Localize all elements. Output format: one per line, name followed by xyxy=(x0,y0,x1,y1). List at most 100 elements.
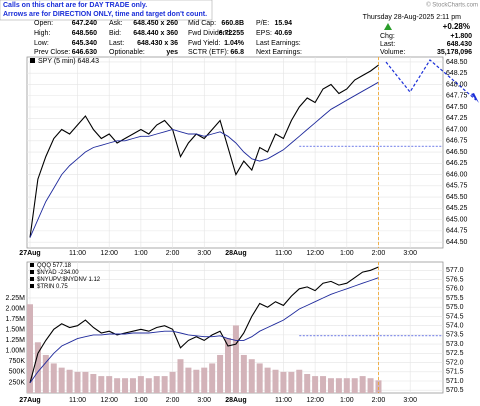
legend: $NYAD -234.00 xyxy=(37,270,79,276)
field-label: Last: xyxy=(109,40,124,47)
field-label: Open: xyxy=(34,20,53,27)
x-tick-label: 27Aug xyxy=(19,397,40,404)
y2-tick-label: 1.25M xyxy=(6,337,26,344)
y-tick-label: 646.25 xyxy=(446,160,468,167)
y-tick-label: 575.0 xyxy=(446,304,464,311)
volume-bar xyxy=(225,338,231,393)
x-tick-label: 28Aug xyxy=(225,397,246,404)
field-value: 660.8B xyxy=(221,20,244,27)
field-value: 645.340 xyxy=(72,40,97,47)
x-tick-label: 2:00 xyxy=(166,250,180,257)
volume-bar xyxy=(375,380,382,393)
volume-bar xyxy=(359,376,366,393)
x-tick-label: 2:00 xyxy=(372,250,386,257)
y-tick-label: 572.5 xyxy=(446,350,464,357)
y-tick-label: 571.5 xyxy=(446,369,464,376)
volume-bar xyxy=(209,363,216,393)
stat-label: Volume: xyxy=(380,49,405,56)
notice-line: Arrows are for DIRECTION ONLY, time and … xyxy=(3,11,207,18)
y2-tick-label: 500K xyxy=(9,369,26,376)
volume-bar xyxy=(367,378,374,393)
volume-bar xyxy=(58,367,65,393)
legend-swatch xyxy=(30,270,34,274)
field-label: Prev Close: xyxy=(34,49,70,56)
x-tick-label: 12:00 xyxy=(100,397,118,404)
field-value: 648.430 x 36 xyxy=(137,40,178,47)
x-tick-label: 11:00 xyxy=(69,397,86,404)
field-value: 648.450 x 260 xyxy=(133,20,178,27)
projection-arrow xyxy=(385,59,477,101)
field-value: 648.440 x 360 xyxy=(133,30,178,37)
legend-swatch xyxy=(30,284,34,288)
x-tick-label: 12:00 xyxy=(306,250,324,257)
x-tick-label: 11:00 xyxy=(275,250,292,257)
y-tick-label: 574.5 xyxy=(446,313,464,320)
field-label: Fwd Yield: xyxy=(188,40,220,47)
price-line xyxy=(29,266,379,384)
x-tick-label: 12:00 xyxy=(100,250,118,257)
y2-tick-label: 750K xyxy=(9,358,26,365)
y-tick-label: 647.50 xyxy=(446,104,468,111)
moving-average xyxy=(29,277,379,384)
field-label: Next Earnings: xyxy=(256,49,302,56)
stat-label: Chg: xyxy=(380,33,395,40)
volume-bar xyxy=(320,376,327,393)
y-tick-label: 576.5 xyxy=(446,276,464,283)
stat-value: +1.800 xyxy=(450,33,472,40)
volume-bar xyxy=(280,371,287,393)
volume-bar xyxy=(177,359,184,393)
y-tick-label: 571.0 xyxy=(446,378,464,385)
volume-bar xyxy=(74,371,81,393)
field-label: Fwd Dividend: xyxy=(188,30,232,37)
y-tick-label: 647.25 xyxy=(446,115,468,122)
y2-tick-label: 2.25M xyxy=(6,295,26,302)
x-tick-label: 3:00 xyxy=(403,250,417,257)
volume-bar xyxy=(240,354,247,393)
field-label: P/E: xyxy=(256,20,269,27)
volume-bar xyxy=(27,304,33,393)
volume-bar xyxy=(288,371,295,393)
y2-tick-label: 1.00M xyxy=(6,348,26,355)
y-tick-label: 645.25 xyxy=(446,205,468,212)
volume-bar xyxy=(335,378,342,393)
x-tick-label: 3:00 xyxy=(197,397,211,404)
volume-bar xyxy=(42,354,49,393)
stat-value: 648.430 xyxy=(447,41,472,48)
field-value: 40.69 xyxy=(274,30,292,37)
field-label: Mid Cap: xyxy=(188,20,216,27)
x-tick-label: 1:00 xyxy=(134,397,148,404)
x-tick-label: 12:00 xyxy=(306,397,324,404)
field-label: Ask: xyxy=(109,20,123,27)
up-triangle xyxy=(384,23,392,30)
y-tick-label: 647.75 xyxy=(446,93,468,100)
volume-bar xyxy=(232,325,239,393)
volume-bar xyxy=(296,369,303,393)
y-tick-label: 645.00 xyxy=(446,216,468,223)
x-tick-label: 28Aug xyxy=(225,250,246,257)
x-tick-label: 3:00 xyxy=(403,397,417,404)
legend: $NYUPV:$NYDNV 1.12 xyxy=(37,277,101,283)
x-tick-label: 2:00 xyxy=(166,397,180,404)
volume-bar xyxy=(343,378,350,393)
volume-bar xyxy=(351,378,358,393)
volume-bar xyxy=(106,376,113,393)
volume-bar xyxy=(256,363,263,393)
volume-bar xyxy=(145,378,152,393)
watermark: © StockCharts.com xyxy=(426,2,478,9)
legend-swatch xyxy=(30,58,35,63)
field-value: yes xyxy=(166,49,178,56)
y-tick-label: 648.25 xyxy=(446,70,468,77)
y-tick-label: 575.5 xyxy=(446,295,464,302)
arrow-head xyxy=(471,93,479,103)
y-tick-label: 644.50 xyxy=(446,239,468,246)
stat-value: 35,178,096 xyxy=(437,49,472,56)
y-tick-label: 648.50 xyxy=(446,59,468,66)
x-tick-label: 1:00 xyxy=(340,250,354,257)
y-tick-label: 644.75 xyxy=(446,228,468,235)
x-tick-label: 1:00 xyxy=(340,397,354,404)
y-tick-label: 646.00 xyxy=(446,171,468,178)
y-tick-label: 646.50 xyxy=(446,149,468,156)
volume-bar xyxy=(169,371,176,393)
volume-bar xyxy=(217,354,224,393)
